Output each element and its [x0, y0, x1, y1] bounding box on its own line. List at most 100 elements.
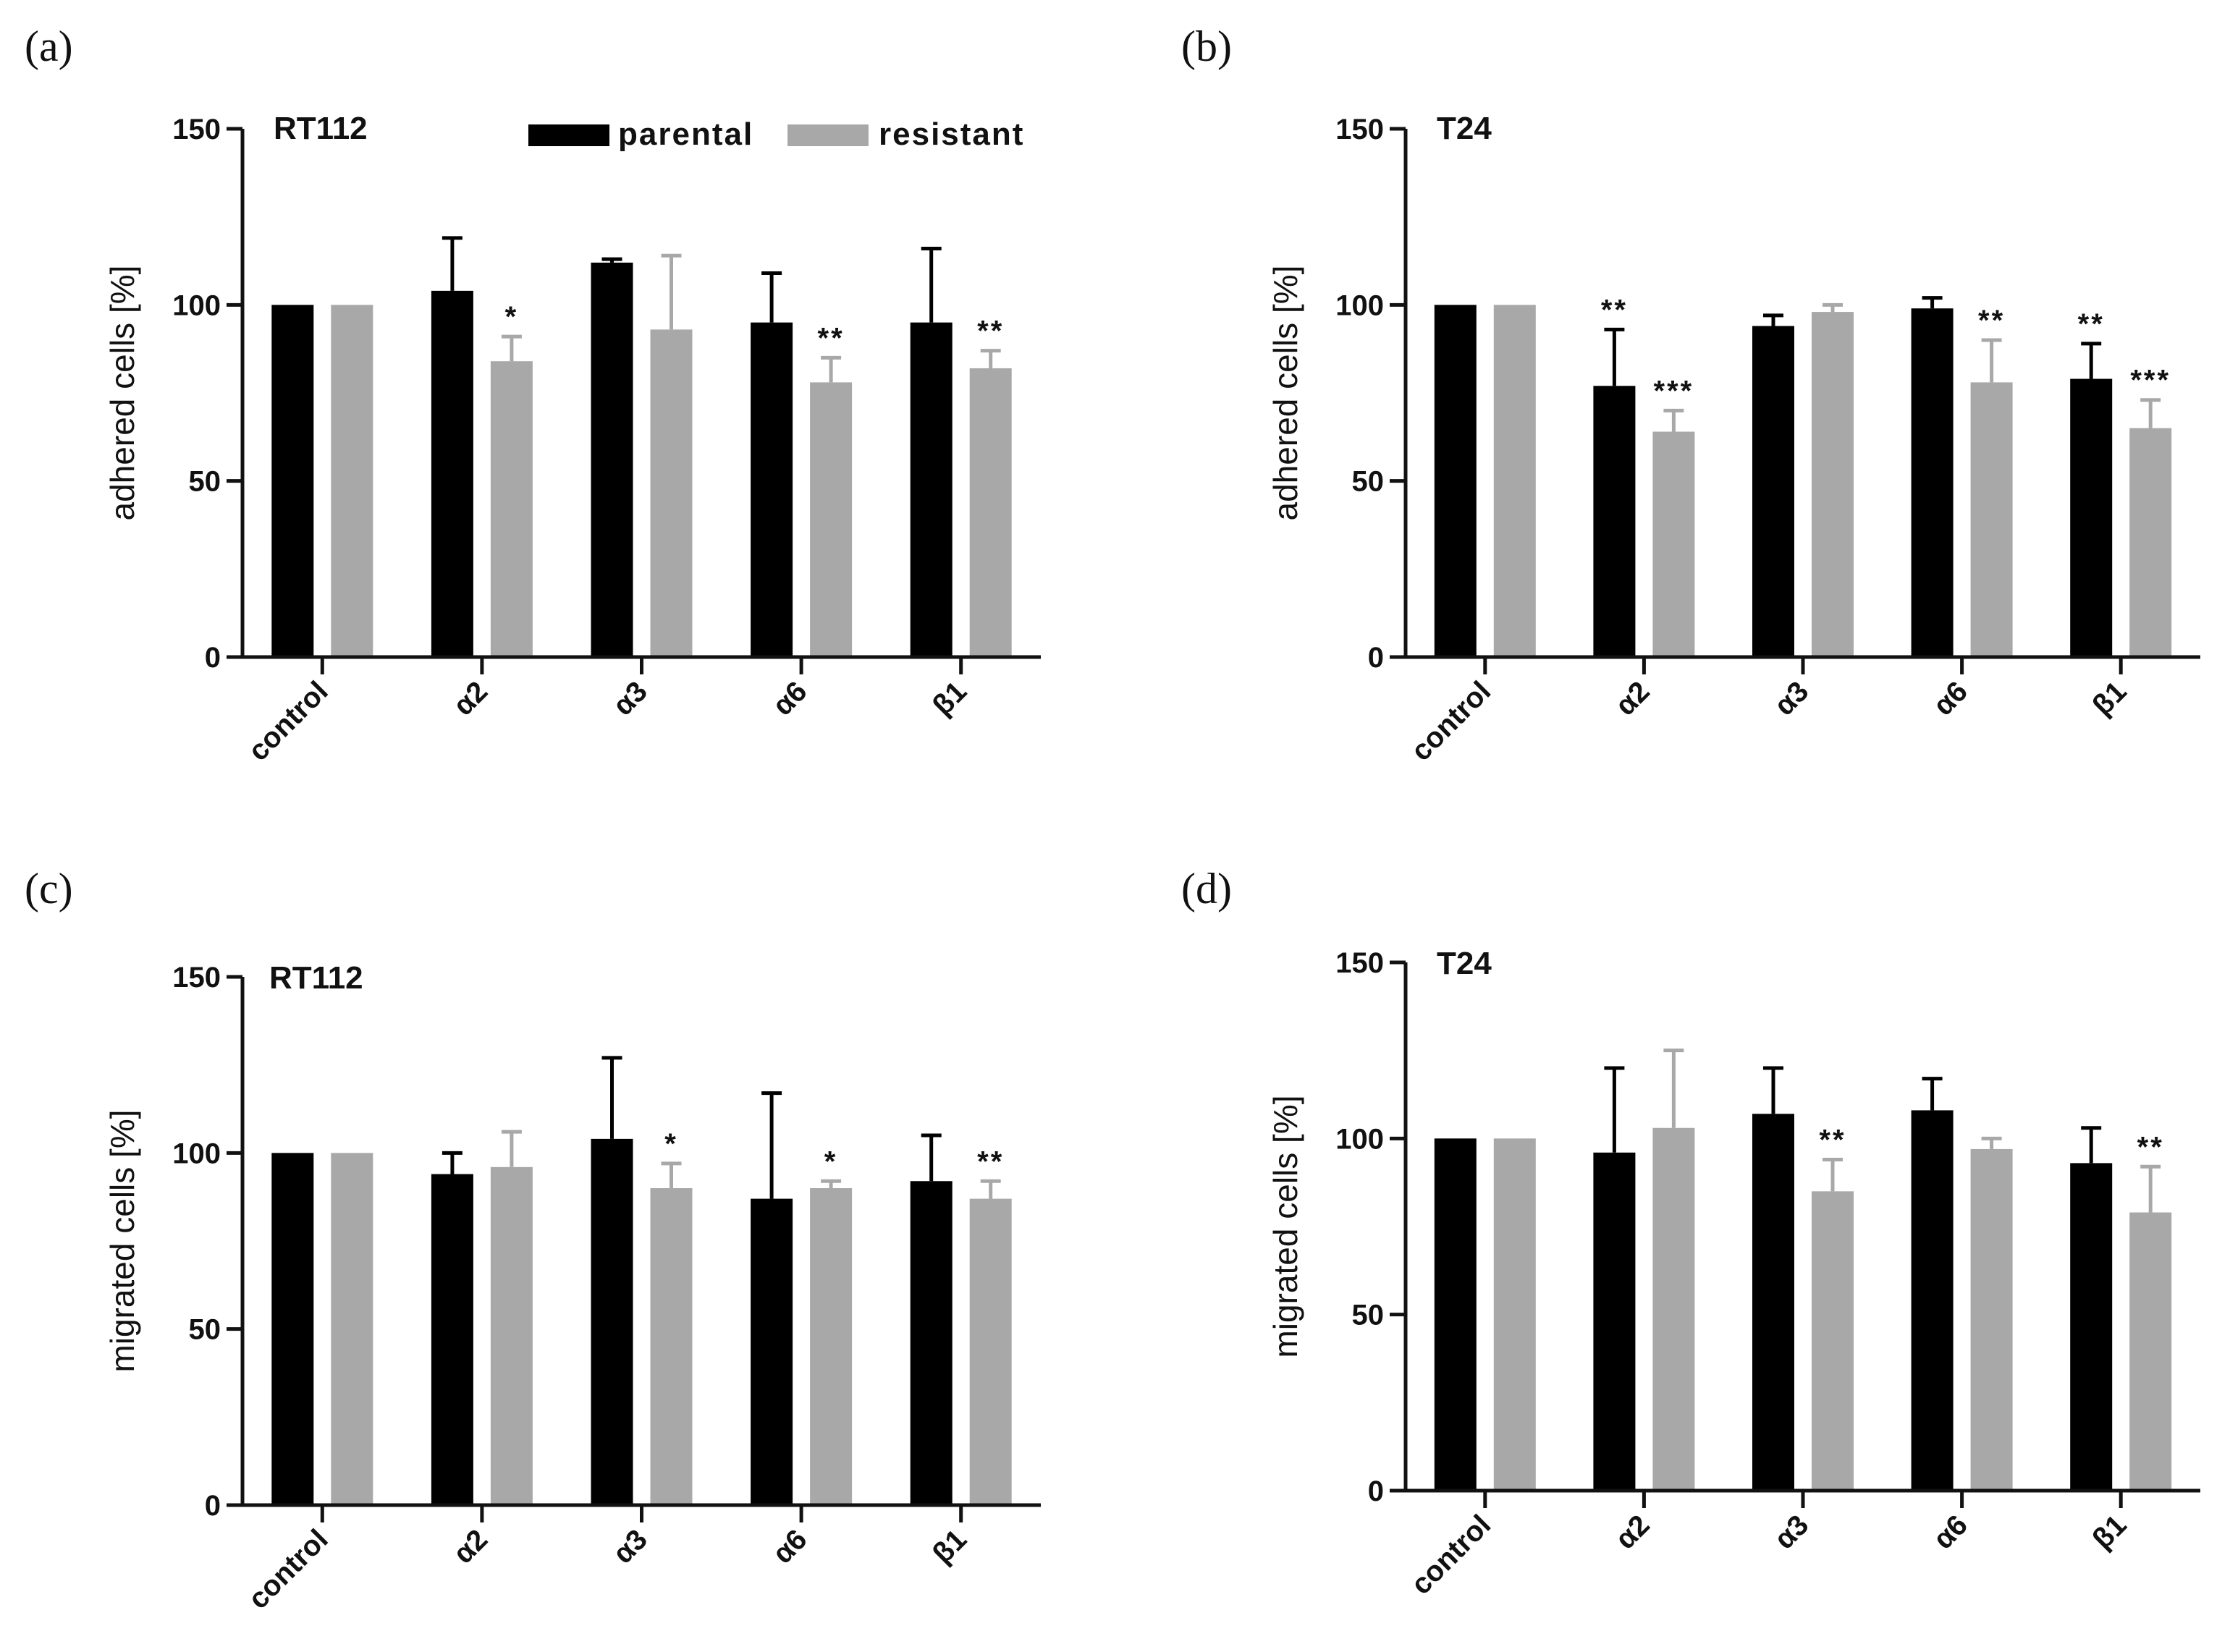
x-tick-label-alpha2: α2 — [447, 1523, 494, 1570]
y-axis-label: adhered cells [%] — [1267, 266, 1304, 521]
significance-alpha6-resistant: ** — [1978, 305, 2005, 336]
chart-panel-b: control*****α2 α3**α6*****β1050100150adhe… — [1267, 111, 2200, 767]
significance-alpha3-resistant: ** — [1819, 1124, 1846, 1156]
x-tick-label-alpha6: α6 — [1927, 675, 1974, 721]
bar-alpha3-resistant — [650, 329, 693, 657]
bar-alpha2-resistant — [1652, 431, 1695, 657]
y-tick-label-50: 50 — [189, 466, 221, 498]
bar-alpha3-resistant — [1812, 312, 1854, 657]
legend-label-parental: parental — [618, 117, 753, 152]
panel-d-label: (d) — [1181, 865, 1232, 912]
x-tick-label-beta1: β1 — [926, 1523, 973, 1570]
y-tick-label-150: 150 — [1335, 947, 1384, 979]
bar-alpha6-resistant — [810, 1188, 853, 1505]
x-tick-label-alpha3: α3 — [1768, 1509, 1815, 1555]
x-tick-label-alpha2: α2 — [447, 675, 494, 721]
significance-beta1-resistant: ** — [977, 1145, 1004, 1177]
x-tick-label-alpha6: α6 — [766, 675, 813, 721]
bar-beta1-parental — [2070, 1163, 2113, 1491]
chart-title: RT112 — [269, 960, 363, 996]
significance-beta1-resistant: ** — [977, 315, 1004, 347]
x-tick-label-control: control — [242, 1523, 334, 1615]
significance-alpha2-parental: ** — [1601, 294, 1628, 326]
chart-title: RT112 — [274, 111, 368, 146]
x-tick-label-beta1: β1 — [2086, 1509, 2132, 1555]
panel-a-label: (a) — [25, 22, 73, 70]
y-tick-label-100: 100 — [1335, 1123, 1384, 1155]
bar-alpha3-resistant — [1812, 1191, 1854, 1491]
significance-alpha6-resistant: ** — [818, 322, 845, 354]
bar-alpha3-resistant — [650, 1188, 693, 1505]
bar-control-parental — [271, 1153, 314, 1505]
y-tick-label-50: 50 — [1352, 1300, 1385, 1331]
x-tick-label-beta1: β1 — [926, 675, 973, 721]
chart-panel-d: control α2 ** α3 α6 ** β1 0 50 100 150 migrated cel… — [1267, 946, 2200, 1601]
panel-b-label: (b) — [1181, 22, 1232, 70]
significance-alpha2-resistant: * — [505, 301, 519, 333]
bar-alpha6-resistant — [1970, 1148, 2013, 1491]
bar-alpha2-resistant — [1652, 1127, 1695, 1491]
bar-alpha2-resistant — [490, 361, 533, 657]
y-tick-label-0: 0 — [205, 642, 221, 674]
bar-control-resistant — [331, 305, 373, 657]
bar-beta1-resistant — [969, 1198, 1012, 1505]
legend-swatch-resistant — [787, 124, 869, 146]
bar-alpha3-parental — [1752, 1114, 1794, 1491]
x-tick-label-alpha2: α2 — [1610, 675, 1656, 721]
bar-alpha3-parental — [591, 1138, 633, 1505]
bar-alpha3-parental — [1752, 326, 1794, 657]
bar-beta1-parental — [910, 322, 953, 657]
bar-control-parental — [1434, 1138, 1477, 1491]
bar-alpha2-parental — [431, 290, 473, 657]
bar-alpha6-parental — [751, 322, 793, 657]
x-tick-label-control: control — [1405, 675, 1497, 767]
bar-alpha3-parental — [591, 262, 633, 657]
x-tick-label-alpha6: α6 — [1927, 1509, 1974, 1555]
bar-beta1-resistant — [2129, 1212, 2172, 1491]
x-tick-label-beta1: β1 — [2086, 675, 2132, 721]
y-tick-label-0: 0 — [1368, 642, 1384, 674]
y-axis-label: adhered cells [%] — [104, 266, 141, 521]
x-tick-label-alpha3: α3 — [1768, 675, 1815, 721]
bar-control-resistant — [331, 1153, 373, 1505]
panel-c-label: (c) — [25, 865, 73, 912]
significance-beta1-parental: ** — [2078, 308, 2105, 340]
x-tick-label-alpha3: α3 — [607, 675, 654, 721]
y-tick-label-100: 100 — [172, 289, 221, 321]
bar-beta1-resistant — [969, 368, 1012, 657]
significance-alpha3-resistant: * — [664, 1128, 678, 1160]
bar-beta1-resistant — [2129, 428, 2172, 657]
y-axis-label: migrated cells [%] — [104, 1109, 141, 1372]
x-tick-label-alpha2: α2 — [1610, 1509, 1656, 1555]
bar-alpha6-parental — [1911, 308, 1954, 657]
chart-title: T24 — [1437, 111, 1492, 146]
significance-alpha6-resistant: * — [824, 1145, 838, 1177]
y-tick-label-0: 0 — [205, 1490, 221, 1522]
bar-control-resistant — [1493, 305, 1536, 657]
chart-panel-c: control α2 * α3 * α6 ** β1 0 50 100 150 migrated cel… — [104, 960, 1041, 1615]
bar-alpha6-resistant — [810, 382, 853, 657]
bar-alpha6-parental — [751, 1198, 793, 1505]
x-tick-label-control: control — [1405, 1509, 1497, 1601]
bar-alpha2-parental — [431, 1174, 473, 1505]
y-tick-label-100: 100 — [1335, 289, 1384, 321]
y-tick-label-50: 50 — [189, 1314, 221, 1346]
bar-control-resistant — [1493, 1138, 1536, 1491]
x-tick-label-control: control — [242, 675, 334, 767]
bar-control-parental — [1434, 305, 1477, 657]
chart-panel-a: control * α2 α3 ** α6 ** β1 0 50 100 150 adhered cel… — [104, 111, 1041, 767]
significance-beta1-resistant: *** — [2130, 365, 2171, 397]
bar-alpha6-resistant — [1970, 382, 2013, 657]
y-tick-label-100: 100 — [172, 1138, 221, 1169]
bar-alpha2-resistant — [490, 1166, 533, 1505]
significance-alpha2-resistant: *** — [1654, 375, 1694, 407]
y-axis-label: migrated cells [%] — [1267, 1095, 1304, 1357]
legend: parental resistant — [528, 117, 1024, 152]
bar-beta1-parental — [910, 1181, 953, 1505]
legend-swatch-parental — [528, 124, 609, 146]
significance-beta1-resistant: ** — [2137, 1131, 2164, 1163]
legend-label-resistant: resistant — [879, 117, 1024, 152]
bar-beta1-parental — [2070, 378, 2113, 657]
bar-control-parental — [271, 305, 314, 657]
x-tick-label-alpha3: α3 — [607, 1523, 654, 1570]
